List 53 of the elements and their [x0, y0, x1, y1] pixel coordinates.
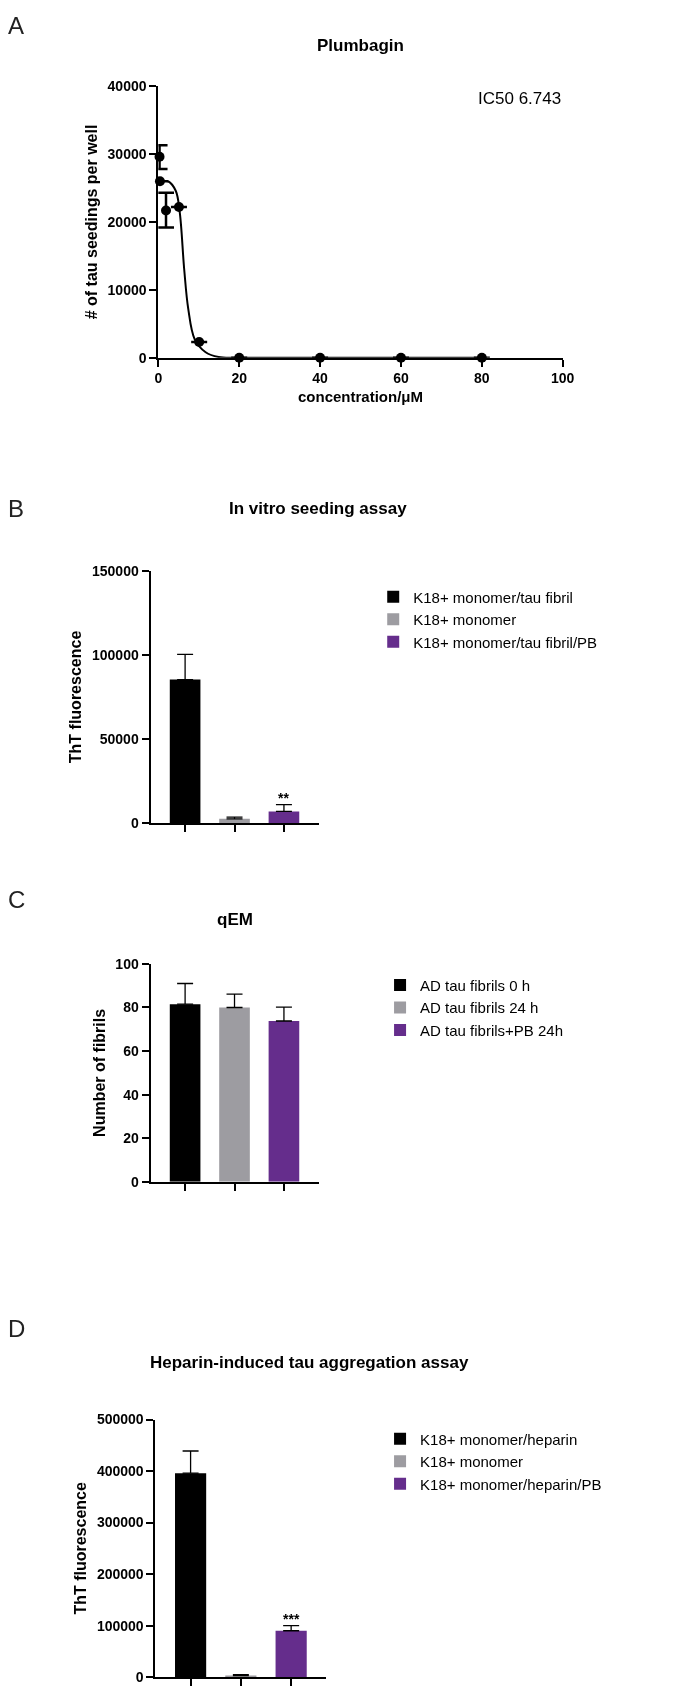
- y-tick-label: 20000: [107, 213, 147, 230]
- y-tick-label: 300000: [96, 1514, 144, 1531]
- x-tick-label: 40: [312, 370, 329, 387]
- x-axis-title: concentration/μM: [298, 387, 424, 405]
- x-tick-label: 60: [393, 370, 409, 387]
- y-axis-title: Number of fibrils: [90, 1008, 108, 1137]
- legend-label: AD tau fibrils 24 h: [420, 999, 539, 1017]
- y-tick-label: 10000: [107, 281, 147, 298]
- y-tick-label: 500000: [96, 1411, 144, 1428]
- legend-label: AD tau fibrils 0 h: [420, 976, 531, 994]
- chart-title: qEM: [217, 910, 253, 929]
- x-tick-label: 0: [154, 370, 163, 387]
- y-tick-label: 40000: [107, 78, 147, 95]
- legend-label: K18+ monomer: [420, 1453, 524, 1471]
- y-tick-label: 0: [130, 815, 139, 832]
- y-tick-label: 80: [123, 999, 139, 1016]
- text: A: [8, 12, 25, 39]
- legend-label: AD tau fibrils+PB 24h: [420, 1021, 564, 1039]
- y-tick-label: 0: [138, 349, 147, 366]
- annotation: **: [278, 790, 290, 806]
- text: D: [8, 1315, 26, 1342]
- x-tick-label: 100: [551, 370, 575, 387]
- y-tick-label: 40: [123, 1086, 139, 1103]
- y-tick-label: 0: [135, 1669, 144, 1686]
- y-tick-label: 400000: [96, 1462, 144, 1479]
- y-tick-label: 150000: [92, 562, 139, 579]
- annotation: IC50 6.743: [478, 89, 562, 108]
- y-tick-label: 100000: [96, 1617, 144, 1634]
- legend-label: K18+ monomer/heparin: [420, 1430, 578, 1448]
- legend-label: K18+ monomer: [413, 611, 517, 629]
- text: C: [8, 886, 26, 913]
- point: [161, 205, 172, 216]
- y-tick-label: 30000: [107, 146, 147, 163]
- y-tick-label: 200000: [96, 1565, 144, 1582]
- legend-label: K18+ monomer/tau fibril: [413, 588, 573, 606]
- text: B: [8, 495, 25, 522]
- y-tick-label: 0: [130, 1173, 139, 1190]
- chart-title: In vitro seeding assay: [229, 499, 408, 518]
- annotation: ***: [283, 1611, 300, 1627]
- y-tick-label: 50000: [99, 730, 139, 747]
- chart-title: Heparin-induced tau aggregation assay: [150, 1353, 469, 1372]
- y-axis-title: ThT fluorescence: [67, 630, 85, 764]
- y-tick-label: 100000: [92, 646, 139, 663]
- legend-label: K18+ monomer/heparin/PB: [420, 1475, 602, 1493]
- y-tick-label: 60: [123, 1042, 139, 1059]
- y-axis-title: # of tau seedings per well: [82, 124, 100, 320]
- x-tick-label: 80: [474, 370, 490, 387]
- y-tick-label: 100: [115, 955, 139, 972]
- y-axis-title: ThT fluorescence: [72, 1482, 90, 1615]
- x-tick-label: 20: [231, 370, 248, 387]
- chart-title: Plumbagin: [317, 36, 404, 55]
- legend-label: K18+ monomer/tau fibril/PB: [413, 633, 598, 651]
- y-tick-label: 20: [123, 1130, 139, 1147]
